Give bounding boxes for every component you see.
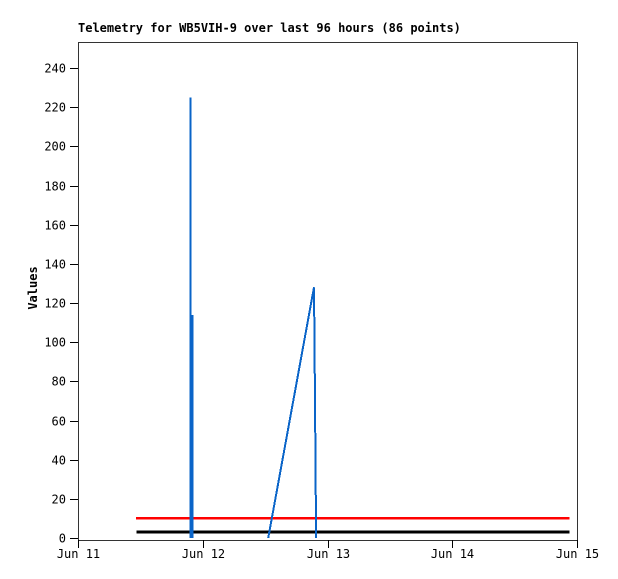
y-tick-label: 0 [59,532,66,546]
y-tick-label: 220 [44,101,66,115]
x-tick-label: Jun 14 [431,547,474,561]
x-tick-label: Jun 13 [307,547,350,561]
y-tick-label: 200 [44,140,66,154]
plot-border [78,42,578,541]
y-tick-label: 80 [52,375,66,389]
chart-title: Telemetry for WB5VIH-9 over last 96 hour… [78,21,461,35]
y-tick-label: 100 [44,336,66,350]
y-tick-label: 240 [44,62,66,76]
y-tick-label: 20 [52,493,66,507]
y-tick-label: 60 [52,415,66,429]
x-tick-label: Jun 12 [182,547,225,561]
x-tick-label: Jun 15 [556,547,599,561]
y-tick-label: 120 [44,297,66,311]
y-tick-label: 160 [44,219,66,233]
x-tick-label: Jun 11 [57,547,100,561]
y-tick-label: 140 [44,258,66,272]
y-tick-label: 180 [44,180,66,194]
y-axis-label: Values [26,266,40,310]
y-tick-label: 40 [52,454,66,468]
series-channel-blue-line [267,287,318,539]
